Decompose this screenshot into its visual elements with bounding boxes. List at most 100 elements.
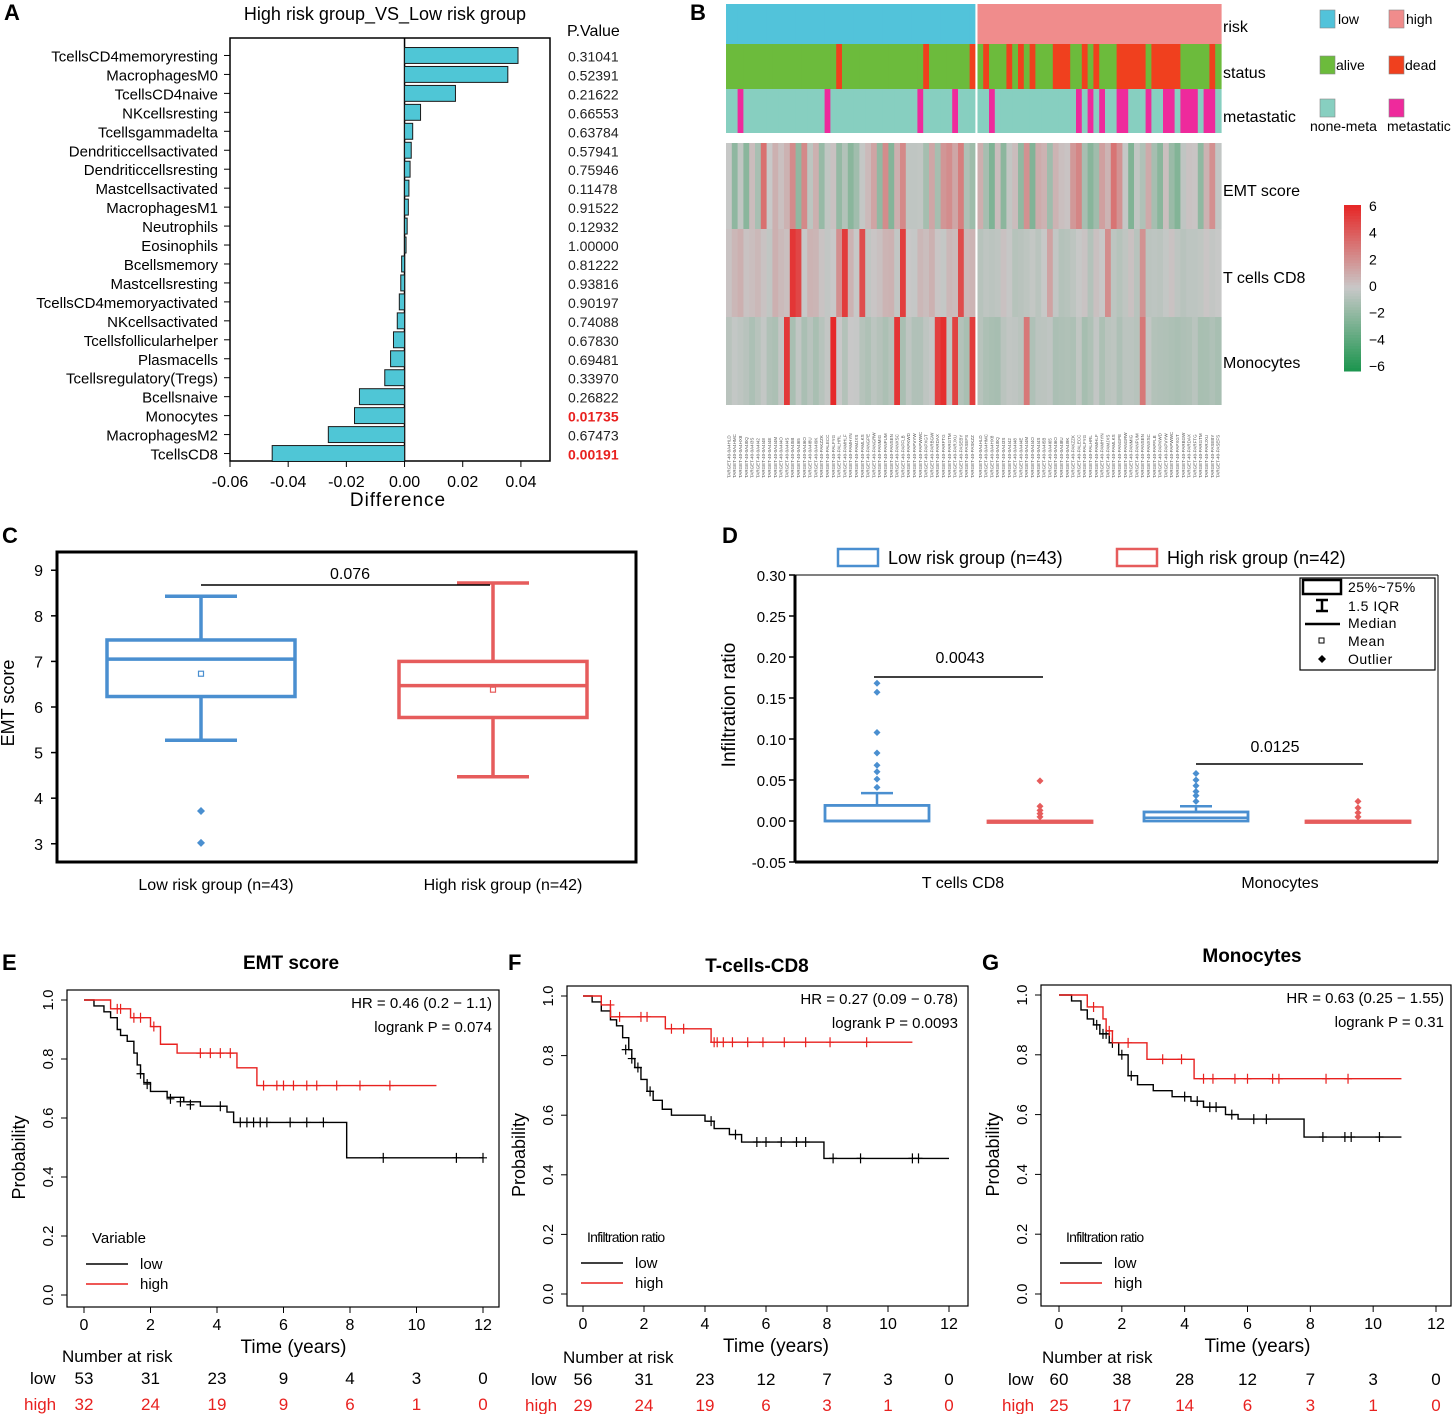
risk-cell (743, 4, 750, 44)
censor-mark (385, 1080, 394, 1091)
metastatic-cell (1076, 89, 1083, 133)
heatmap-cell (994, 229, 1002, 317)
heatmap-cell (1035, 143, 1042, 229)
heatmap-cell (847, 143, 855, 229)
heatmap-cell (1168, 229, 1176, 317)
y-tick-label: 0.10 (757, 732, 786, 749)
metastatic-cell (795, 89, 802, 133)
status-cell (726, 44, 733, 89)
pvalue-label: 0.00191 (568, 447, 619, 463)
bar (401, 255, 406, 273)
heatmap-cell (1163, 143, 1170, 229)
heatmap-cell (1093, 317, 1100, 405)
risk-cell (946, 4, 953, 44)
heatmap-cell (847, 317, 855, 405)
heatmap-cell (1186, 143, 1193, 229)
risk-cell (963, 4, 971, 44)
y-tick-label: 0.2 (40, 1226, 57, 1247)
status-cell (1047, 44, 1054, 89)
heatmap-cell (824, 317, 831, 405)
colorbar-segment (1344, 362, 1361, 366)
x-tick-label: 2 (146, 1317, 155, 1334)
y-tick-label: 0.25 (757, 609, 786, 626)
risk-cell (1197, 4, 1205, 44)
y-axis-label: Probability (983, 1112, 1003, 1196)
x-tick-label: 0.00 (389, 474, 420, 491)
heatmap-cell (726, 317, 733, 405)
heatmap-cell (940, 317, 947, 405)
x-tick-label: 0.04 (505, 474, 536, 491)
colorbar-segment (1344, 329, 1361, 333)
panel-label-a: A (4, 0, 20, 25)
risk-cell (789, 4, 797, 44)
heatmap-cell (1070, 143, 1077, 229)
heatmap-cell (726, 143, 733, 229)
heatmap-cell (1064, 317, 1071, 405)
risk-cell (1047, 4, 1054, 44)
heatmap-cell (818, 229, 826, 317)
risk-count-high: 6 (1243, 1396, 1252, 1414)
heatmap-cell (1006, 143, 1013, 229)
censor-mark (206, 1048, 215, 1059)
sample-label: TARGET-40-PAPXGT (1175, 434, 1180, 478)
risk-count-low: 0 (478, 1369, 487, 1388)
risk-cell (1000, 4, 1007, 44)
metastatic-cell (853, 89, 860, 133)
heatmap-cell (1139, 143, 1147, 229)
metastatic-cell (952, 89, 959, 133)
y-tick-label: 1.0 (40, 990, 57, 1011)
x-tick-label: 2 (1117, 1316, 1126, 1333)
metastatic-cell (1163, 89, 1170, 133)
y-tick-label: 0.0 (540, 1284, 557, 1305)
legend-label: low (1114, 1255, 1137, 1272)
heatmap-cell (1151, 143, 1158, 229)
risk-count-low: 53 (75, 1369, 94, 1388)
heatmap-cell (1047, 143, 1054, 229)
y-tick-label: 4 (34, 791, 43, 808)
colorbar-segment (1344, 312, 1361, 317)
x-tick-label: -0.02 (328, 474, 365, 491)
risk-count-low: 31 (141, 1369, 160, 1388)
heatmap-cell (917, 143, 924, 229)
risk-cell (1064, 4, 1071, 44)
sample-label: TARGET-40-PANGRW (1123, 432, 1128, 478)
heatmap-cell (1058, 143, 1065, 229)
metastatic-cell (830, 89, 837, 133)
heatmap-cell (989, 143, 996, 229)
heatmap-cell (876, 317, 884, 405)
heatmap-cell (859, 317, 866, 405)
metastatic-cell (1197, 89, 1205, 133)
risk-cell (983, 4, 990, 44)
colorbar-segment (1344, 290, 1361, 295)
censor-mark (186, 1099, 195, 1110)
heatmap-cell (1163, 229, 1170, 317)
colorbar-segment (1344, 354, 1361, 358)
heatmap-cell (882, 143, 889, 229)
heatmap-cell (1168, 143, 1176, 229)
heatmap-cell (853, 143, 860, 229)
pvalue-label: 1.00000 (568, 238, 619, 254)
heatmap-cell (958, 229, 965, 317)
x-tick-label: 6 (762, 1316, 771, 1333)
legend-label: metastatic (1387, 118, 1451, 134)
heatmap-cell (1105, 229, 1112, 317)
pvalue-label: 0.90197 (568, 295, 619, 311)
status-cell (1157, 44, 1164, 89)
sample-label: TARGET-40-PANSEN (1140, 434, 1145, 478)
heatmap-cell (952, 143, 959, 229)
heatmap-cell (963, 229, 971, 317)
risk-cell (994, 4, 1002, 44)
heatmap-cell (1145, 143, 1152, 229)
y-axis-label: Infiltration ratio (719, 643, 740, 768)
heatmap-cell (911, 143, 918, 229)
sample-label: TARGET-40-0A4I65 (796, 438, 801, 478)
km-curve-high (583, 995, 913, 1043)
heatmap-cell (1145, 229, 1152, 317)
heatmap-cell (1105, 317, 1112, 405)
heatmap-cell (830, 229, 837, 317)
status-cell (807, 44, 814, 89)
colorbar-segment (1344, 285, 1361, 289)
colorbar-segment (1344, 257, 1361, 261)
heatmap-cell (994, 143, 1002, 229)
km-curve-high (84, 999, 437, 1087)
